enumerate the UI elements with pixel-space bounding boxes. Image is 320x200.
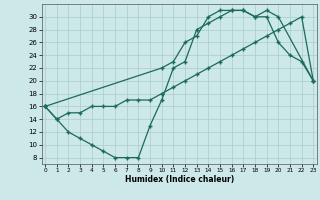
X-axis label: Humidex (Indice chaleur): Humidex (Indice chaleur): [124, 175, 234, 184]
